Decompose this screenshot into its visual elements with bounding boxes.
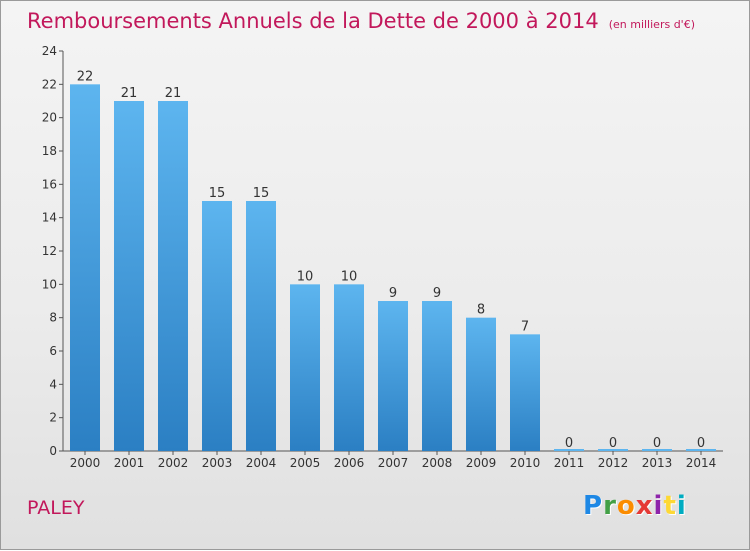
- x-tick-label: 2002: [158, 456, 189, 470]
- y-tick-label: 6: [49, 344, 57, 358]
- logo-letter: i: [653, 491, 664, 521]
- y-tick-label: 14: [42, 211, 57, 225]
- y-tick-label: 0: [49, 444, 57, 458]
- x-tick-label: 2003: [202, 456, 233, 470]
- bar: [290, 284, 320, 451]
- logo-letter: P: [583, 491, 604, 521]
- logo-letter: i: [676, 491, 687, 521]
- bar: [114, 101, 144, 451]
- title-text: Remboursements Annuels de la Dette de 20…: [27, 9, 599, 33]
- bar-value-label: 21: [121, 86, 138, 101]
- place-name: PALEY: [27, 497, 85, 519]
- bar: [70, 84, 100, 451]
- logo-letter: t: [663, 491, 677, 521]
- bar-value-label: 15: [209, 186, 226, 201]
- bar-value-label: 10: [297, 269, 314, 284]
- bar-value-label: 9: [389, 286, 397, 301]
- bar: [158, 101, 188, 451]
- x-tick-label: 2009: [466, 456, 497, 470]
- bar-value-label: 7: [521, 319, 529, 334]
- x-tick-label: 2013: [642, 456, 673, 470]
- bar: [422, 301, 452, 451]
- x-tick-label: 2004: [246, 456, 277, 470]
- bar-value-label: 0: [697, 436, 705, 451]
- x-tick-label: 2012: [598, 456, 629, 470]
- x-tick-label: 2001: [114, 456, 145, 470]
- x-tick-label: 2000: [70, 456, 101, 470]
- title-unit: (en milliers d'€): [608, 18, 695, 31]
- y-tick-label: 8: [49, 311, 57, 325]
- x-tick-label: 2005: [290, 456, 321, 470]
- bar: [334, 284, 364, 451]
- x-tick-label: 2010: [510, 456, 541, 470]
- y-tick-label: 2: [49, 411, 57, 425]
- y-tick-label: 16: [42, 177, 57, 191]
- bar-value-label: 0: [653, 436, 661, 451]
- chart-title: Remboursements Annuels de la Dette de 20…: [27, 9, 695, 33]
- bar-value-label: 15: [253, 186, 270, 201]
- y-tick-label: 18: [42, 144, 57, 158]
- bar-value-label: 0: [565, 436, 573, 451]
- x-tick-label: 2008: [422, 456, 453, 470]
- bar-value-label: 22: [77, 69, 94, 84]
- bar-value-label: 10: [341, 269, 358, 284]
- y-tick-label: 12: [42, 244, 57, 258]
- bar-value-label: 0: [609, 436, 617, 451]
- bar-value-label: 8: [477, 303, 485, 318]
- bar: [202, 201, 232, 451]
- y-tick-label: 10: [42, 277, 57, 291]
- bar: [466, 317, 496, 451]
- bar: [246, 201, 276, 451]
- y-tick-label: 22: [42, 77, 57, 91]
- x-tick-label: 2006: [334, 456, 365, 470]
- x-tick-label: 2011: [554, 456, 585, 470]
- logo-letter: x: [635, 491, 654, 521]
- y-tick-label: 4: [49, 377, 57, 391]
- y-tick-label: 24: [42, 44, 57, 58]
- x-tick-label: 2007: [378, 456, 409, 470]
- bar-value-label: 21: [165, 86, 182, 101]
- x-tick-label: 2014: [686, 456, 717, 470]
- bar: [510, 334, 540, 451]
- bar-value-label: 9: [433, 286, 441, 301]
- logo-letter: r: [603, 491, 617, 521]
- y-tick-label: 20: [42, 111, 57, 125]
- proxiti-logo: Proxiti: [583, 491, 687, 521]
- logo-letter: o: [616, 491, 636, 521]
- bar: [378, 301, 408, 451]
